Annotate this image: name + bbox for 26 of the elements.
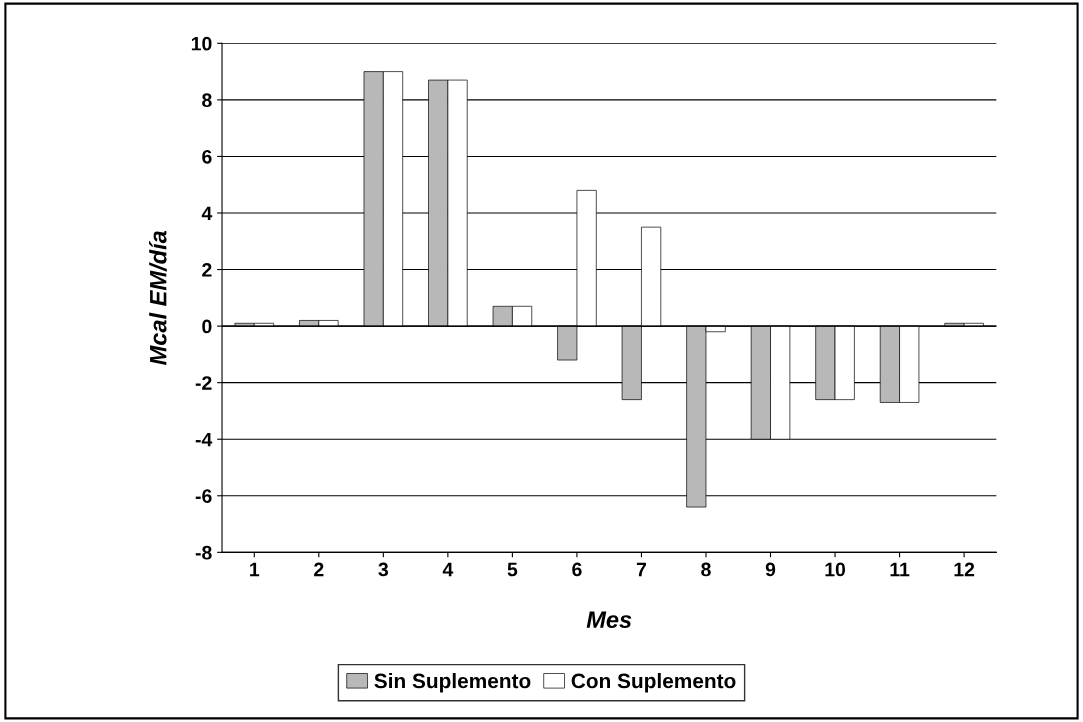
x-tick-label: 9 xyxy=(765,562,776,577)
y-tick-label: -4 xyxy=(195,432,213,447)
y-tick-label: -6 xyxy=(195,489,212,504)
y-tick-label: 0 xyxy=(202,319,212,334)
x-tick-label: 11 xyxy=(890,562,910,577)
y-tick-label: 8 xyxy=(202,93,212,108)
y-tick-label: 10 xyxy=(191,36,212,51)
legend-label: Con Suplemento xyxy=(571,673,736,693)
x-tick-label: 5 xyxy=(507,562,518,577)
y-tick-label: -8 xyxy=(195,545,212,560)
x-tick-label: 3 xyxy=(378,562,389,577)
x-tick-label: 12 xyxy=(954,562,975,577)
y-tick-label: 2 xyxy=(202,263,212,277)
x-tick-label: 4 xyxy=(442,562,454,577)
x-tick-label: 7 xyxy=(636,562,646,577)
x-tick-label: 1 xyxy=(250,562,260,577)
y-axis-title: Mcal EM/día xyxy=(149,230,167,365)
y-tick-label: 4 xyxy=(201,206,213,221)
y-tick-label: -2 xyxy=(195,376,212,390)
x-tick-label: 2 xyxy=(314,562,324,577)
x-axis-title: Mes xyxy=(586,611,632,629)
x-tick-label: 10 xyxy=(825,562,846,577)
x-tick-label: 8 xyxy=(701,562,711,577)
y-tick-label: 6 xyxy=(202,149,212,164)
x-tick-label: 6 xyxy=(572,562,582,577)
legend-label: Sin Suplemento xyxy=(374,673,531,693)
